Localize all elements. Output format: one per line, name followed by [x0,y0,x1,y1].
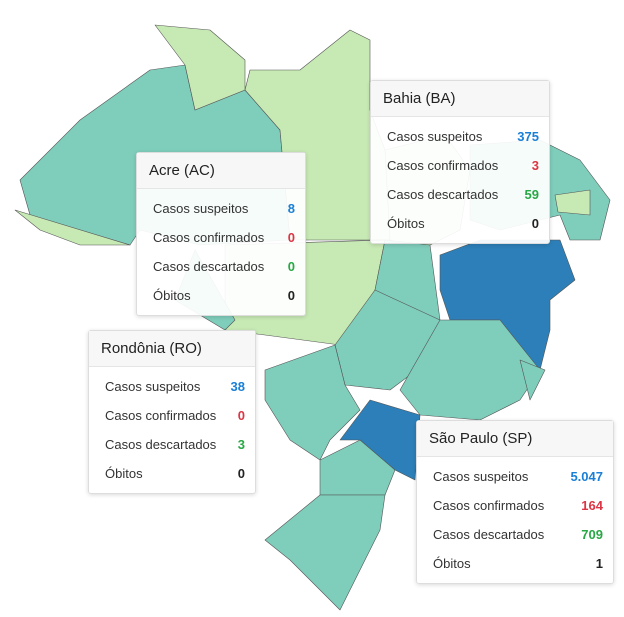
stat-label: Casos confirmados [153,230,265,245]
stat-row: Casos suspeitos 375 [371,122,549,151]
state[interactable] [319,439,396,496]
stat-label: Casos descartados [387,187,499,202]
stat-value: 375 [517,129,539,144]
stat-value: 1 [595,556,603,571]
stat-row: Casos descartados 0 [137,252,305,281]
stat-value: 0 [237,466,245,481]
stat-value: 0 [531,216,539,231]
stat-row: Casos confirmados 164 [417,491,613,520]
stat-value: 0 [287,259,295,274]
stat-row: Casos descartados 59 [371,180,549,209]
stat-label: Casos descartados [153,259,265,274]
popup: Acre (AC) Casos suspeitos 8 Casos confirmad… [136,152,306,316]
stat-row: Casos confirmados 3 [371,151,549,180]
stat-value: 0 [237,408,245,423]
popup: Rondônia (RO) Casos suspeitos 38 Casos conf… [88,330,256,494]
stat-row: Casos suspeitos 38 [89,372,255,401]
stat-label: Óbitos [387,216,425,231]
stat-value: 8 [287,201,295,216]
stat-row: Óbitos 1 [417,549,613,578]
popup-title: Bahia (BA) [371,81,549,117]
stat-row: Casos descartados 3 [89,430,255,459]
state[interactable] [264,344,361,461]
stat-label: Óbitos [433,556,471,571]
state[interactable] [14,209,131,246]
stat-label: Casos suspeitos [105,379,201,394]
stat-label: Casos confirmados [387,158,499,173]
popup: Bahia (BA) Casos suspeitos 375 Casos confir… [370,80,550,244]
stat-value: 0 [287,288,295,303]
stat-row: Casos descartados 709 [417,520,613,549]
stat-row: Óbitos 0 [89,459,255,488]
popup-title: Acre (AC) [137,153,305,189]
stat-label: Casos suspeitos [433,469,529,484]
stat-row: Casos confirmados 0 [137,223,305,252]
stat-label: Casos confirmados [105,408,217,423]
popup-body: Casos suspeitos 38 Casos confirmados 0 Casos… [89,367,255,493]
stat-label: Casos suspeitos [387,129,483,144]
stat-row: Casos confirmados 0 [89,401,255,430]
popup: São Paulo (SP) Casos suspeitos 5.047 Casos … [416,420,614,584]
state[interactable] [519,359,546,401]
stat-value: 3 [237,437,245,452]
stat-row: Óbitos 0 [371,209,549,238]
popup-title: Rondônia (RO) [89,331,255,367]
stat-value: 38 [230,379,245,394]
stat-value: 3 [531,158,539,173]
stat-label: Casos suspeitos [153,201,249,216]
state[interactable] [264,494,386,611]
stat-value: 5.047 [570,469,603,484]
stat-label: Óbitos [105,466,143,481]
stat-value: 709 [581,527,603,542]
state[interactable] [554,189,591,216]
stat-value: 59 [524,187,539,202]
popup-title: São Paulo (SP) [417,421,613,457]
stat-label: Casos confirmados [433,498,545,513]
stat-label: Casos descartados [105,437,217,452]
stat-value: 164 [581,498,603,513]
stat-row: Casos suspeitos 8 [137,194,305,223]
popup-body: Casos suspeitos 8 Casos confirmados 0 Casos … [137,189,305,315]
stat-label: Casos descartados [433,527,545,542]
stat-row: Óbitos 0 [137,281,305,310]
stat-value: 0 [287,230,295,245]
stat-label: Óbitos [153,288,191,303]
stat-row: Casos suspeitos 5.047 [417,462,613,491]
popup-body: Casos suspeitos 5.047 Casos confirmados 164… [417,457,613,583]
popup-body: Casos suspeitos 375 Casos confirmados 3 Caso… [371,117,549,243]
